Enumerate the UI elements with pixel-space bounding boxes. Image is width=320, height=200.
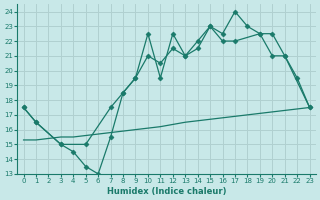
- X-axis label: Humidex (Indice chaleur): Humidex (Indice chaleur): [107, 187, 226, 196]
